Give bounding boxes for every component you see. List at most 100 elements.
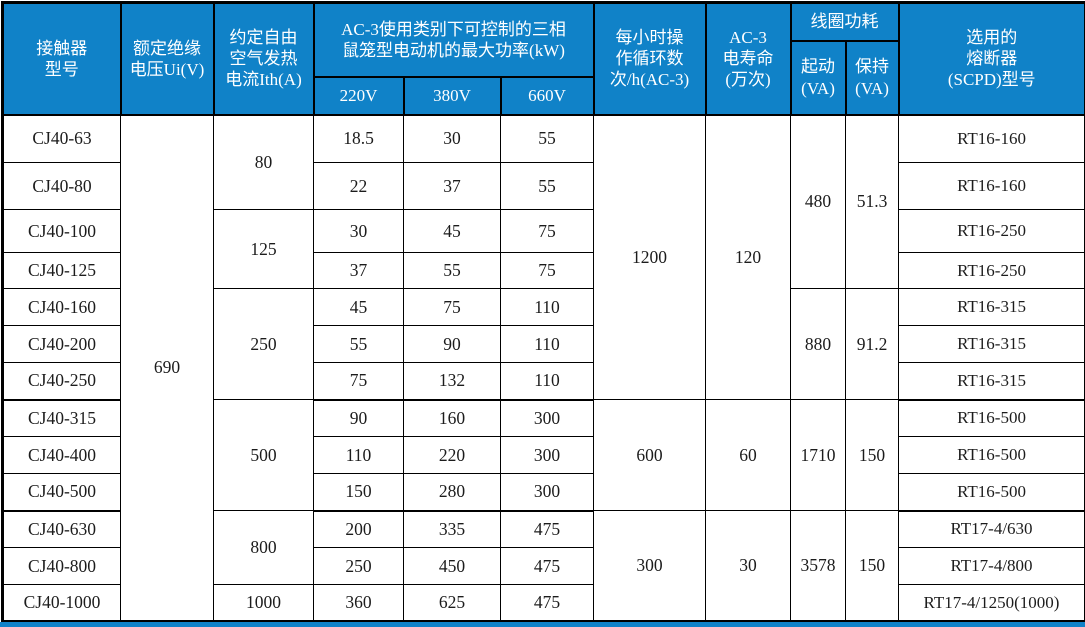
power-380v-cell: 335	[403, 510, 501, 548]
model-cell: CJ40-630	[2, 510, 121, 548]
ith-cell: 500	[213, 399, 314, 511]
fuse-cell: RT16-500	[898, 436, 1085, 474]
ith-cell: 1000	[213, 584, 314, 622]
ith-cell: 250	[213, 288, 314, 400]
power-660v-cell: 110	[499, 362, 595, 401]
fuse-cell: RT16-315	[898, 325, 1085, 363]
ith-cell: 80	[213, 114, 314, 210]
power-380v-cell: 625	[403, 584, 501, 622]
ith-cell: 125	[213, 209, 314, 289]
power-220v-cell: 18.5	[313, 114, 404, 163]
power-660v-cell: 75	[499, 209, 595, 253]
model-cell: CJ40-800	[2, 547, 121, 585]
header-380v: 380V	[402, 75, 502, 116]
power-380v-cell: 55	[403, 252, 501, 289]
fuse-cell: RT17-4/630	[898, 510, 1085, 548]
power-220v-cell: 55	[313, 325, 404, 363]
power-660v-cell: 75	[499, 252, 595, 289]
header-ac3-life: AC-3 电寿命 (万次)	[704, 1, 792, 116]
model-cell: CJ40-100	[2, 209, 121, 253]
power-660v-cell: 300	[499, 473, 595, 512]
insulation-voltage-cell: 690	[120, 114, 214, 622]
header-thermal-current: 约定自由 空气发热 电流Ith(A)	[212, 1, 315, 116]
power-660v-cell: 475	[499, 510, 595, 548]
power-660v-cell: 475	[499, 547, 595, 585]
bottom-accent-bar	[0, 622, 1085, 627]
model-cell: CJ40-315	[2, 399, 121, 437]
table-row: CJ40-500 150 280 300 RT16-500	[2, 473, 1085, 512]
pickup-cell: 480	[790, 114, 847, 289]
power-220v-cell: 22	[313, 162, 404, 210]
power-220v-cell: 110	[313, 436, 404, 474]
table-row: CJ40-200 55 90 110 RT16-315	[2, 325, 1085, 363]
model-cell: CJ40-400	[2, 436, 121, 474]
header-660v: 660V	[499, 75, 595, 116]
power-660v-cell: 300	[499, 399, 595, 437]
model-cell: CJ40-500	[2, 473, 121, 512]
holding-cell: 91.2	[845, 288, 900, 400]
power-380v-cell: 280	[403, 473, 501, 512]
power-380v-cell: 220	[403, 436, 501, 474]
life-cell: 60	[705, 399, 792, 511]
power-380v-cell: 160	[403, 399, 501, 437]
power-380v-cell: 30	[403, 114, 501, 163]
power-220v-cell: 250	[313, 547, 404, 585]
cycles-cell: 1200	[593, 114, 707, 400]
table-row: CJ40-160 250 45 75 110 880 91.2 RT16-315	[2, 288, 1085, 400]
power-660v-cell: 55	[499, 162, 595, 210]
power-220v-cell: 360	[313, 584, 404, 622]
power-660v-cell: 55	[499, 114, 595, 163]
cycles-cell: 600	[593, 399, 707, 511]
holding-cell: 150	[845, 510, 900, 622]
pickup-cell: 3578	[790, 510, 847, 622]
header-220v: 220V	[312, 75, 405, 116]
model-cell: CJ40-80	[2, 162, 121, 210]
header-row-1: 接触器 型号 额定绝缘 电压Ui(V) 约定自由 空气发热 电流Ith(A) A…	[1, 1, 1085, 116]
power-220v-cell: 150	[313, 473, 404, 512]
header-row-3: 220V 380V 660V	[3, 75, 1085, 116]
header-coil-power: 线圈功耗	[789, 1, 900, 42]
table-header: 接触器 型号 额定绝缘 电压Ui(V) 约定自由 空气发热 电流Ith(A) A…	[1, 1, 1085, 116]
model-cell: CJ40-200	[2, 325, 121, 363]
model-cell: CJ40-63	[2, 114, 121, 163]
model-cell: CJ40-1000	[2, 584, 121, 622]
fuse-cell: RT17-4/800	[898, 547, 1085, 585]
power-220v-cell: 37	[313, 252, 404, 289]
fuse-cell: RT16-315	[898, 288, 1085, 326]
table-row: CJ40-80 22 37 55 RT16-160	[2, 162, 1085, 210]
table-row: CJ40-63 690 80 18.5 30 55 1200 120 480 5…	[2, 114, 1085, 622]
cycles-cell: 300	[593, 510, 707, 622]
power-380v-cell: 450	[403, 547, 501, 585]
model-cell: CJ40-160	[2, 288, 121, 326]
fuse-cell: RT17-4/1250(1000)	[898, 584, 1085, 622]
pickup-cell: 880	[790, 288, 847, 400]
table-row: CJ40-125 37 55 75 RT16-250	[2, 252, 1085, 289]
power-380v-cell: 132	[403, 362, 501, 401]
life-cell: 30	[705, 510, 792, 622]
model-cell: CJ40-250	[2, 362, 121, 401]
header-ac3-max-power: AC-3使用类别下可控制的三相 鼠笼型电动机的最大功率(kW)	[312, 1, 595, 78]
header-row-2: 起动 (VA) 保持 (VA)	[3, 39, 1085, 116]
power-380v-cell: 37	[403, 162, 501, 210]
fuse-cell: RT16-500	[898, 399, 1085, 437]
fuse-cell: RT16-250	[898, 209, 1085, 253]
ith-cell: 800	[213, 510, 314, 585]
model-cell: CJ40-125	[2, 252, 121, 289]
fuse-cell: RT16-160	[898, 162, 1085, 210]
header-operating-cycles: 每小时操 作循环数 次/h(AC-3)	[592, 1, 707, 116]
power-220v-cell: 200	[313, 510, 404, 548]
power-220v-cell: 75	[313, 362, 404, 401]
header-contactor-model: 接触器 型号	[1, 1, 122, 116]
life-cell: 120	[705, 114, 792, 400]
fuse-cell: RT16-160	[898, 114, 1085, 163]
fuse-cell: RT16-315	[898, 362, 1085, 401]
table-row: CJ40-250 75 132 110 RT16-315	[2, 362, 1085, 401]
power-380v-cell: 75	[403, 288, 501, 326]
power-660v-cell: 110	[499, 288, 595, 326]
power-220v-cell: 90	[313, 399, 404, 437]
power-380v-cell: 90	[403, 325, 501, 363]
power-220v-cell: 30	[313, 209, 404, 253]
table-row: CJ40-630 800 200 335 475 300 30 3578 150…	[2, 510, 1085, 622]
